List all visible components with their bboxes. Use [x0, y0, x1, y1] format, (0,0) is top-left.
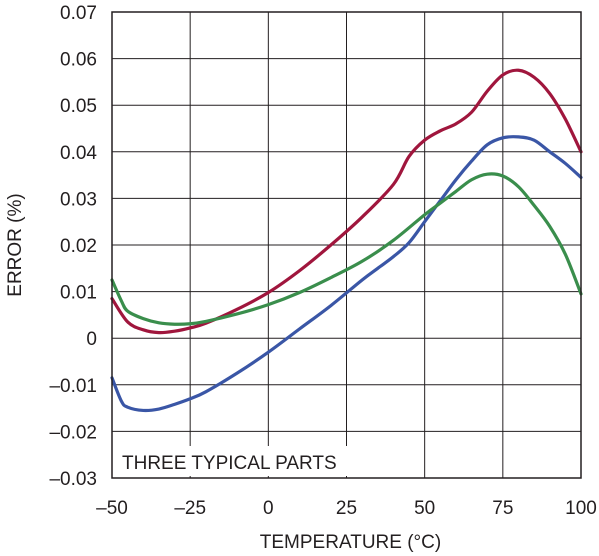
y-tick-label: –0.03: [49, 469, 97, 490]
y-tick-label: 0.01: [60, 283, 97, 304]
x-tick-label: 25: [336, 498, 357, 519]
x-tick-label: 75: [492, 498, 513, 519]
y-tick-label: 0: [86, 329, 97, 350]
plot-frame: [111, 11, 582, 479]
series-line-3: [110, 172, 583, 326]
series-line-1: [110, 68, 583, 335]
y-tick-label: –0.01: [49, 376, 97, 397]
y-tick-label: –0.02: [49, 422, 97, 443]
x-tick-label: –50: [96, 498, 128, 519]
x-tick-label: –25: [174, 498, 206, 519]
y-tick-label: 0.07: [60, 3, 97, 24]
x-tick-label: 100: [565, 498, 597, 519]
y-tick-label: 0.02: [60, 236, 97, 257]
x-tick-label: 0: [263, 498, 274, 519]
y-axis-title: ERROR (%): [5, 193, 26, 296]
annotation-background: [114, 446, 358, 476]
x-axis-title: TEMPERATURE (°C): [260, 532, 441, 553]
series-line-2: [110, 135, 583, 413]
x-tick-labels: –50 –25 0 25 50 75 100: [96, 498, 597, 519]
grid-lines: [111, 11, 582, 479]
y-tick-label: 0.03: [60, 189, 97, 210]
y-tick-label: 0.06: [60, 50, 97, 71]
series-lines: [110, 68, 583, 413]
x-tick-label: 50: [414, 498, 435, 519]
y-tick-label: 0.05: [60, 96, 97, 117]
y-tick-labels: 0.07 0.06 0.05 0.04 0.03 0.02 0.01 0 –0.01 –0.02 –…: [49, 3, 97, 490]
y-tick-label: 0.04: [60, 143, 97, 164]
annotation-label: THREE TYPICAL PARTS: [122, 453, 337, 474]
